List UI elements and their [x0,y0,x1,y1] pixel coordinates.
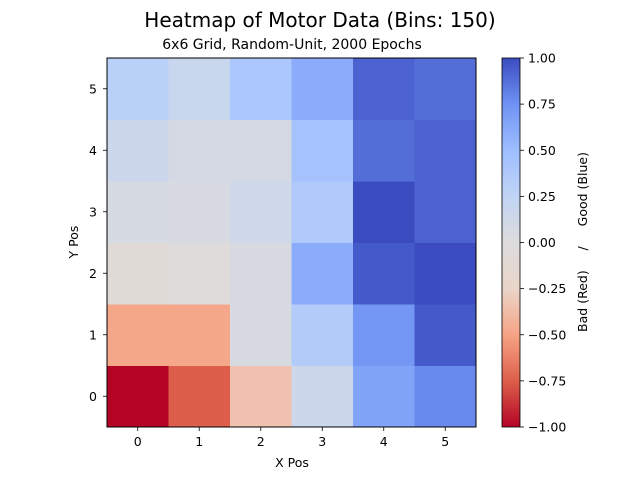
colorbar-tick-label: 0.50 [528,143,556,158]
heatmap-cell-x0-y1 [107,304,169,366]
heatmap-cell-x5-y3 [414,181,477,243]
heatmap-cell-x0-y5 [107,58,169,120]
colorbar-tick-label: −1.00 [528,420,566,435]
colorbar-tick-label: 0.25 [528,189,556,204]
heatmap-cell-x3-y0 [291,365,354,428]
heatmap-cells [107,58,477,428]
colorbar-tick-label: 0.75 [528,97,556,112]
x-axis-label: X Pos [275,455,309,470]
chart-title: Heatmap of Motor Data (Bins: 150) [144,8,495,32]
chart-subtitle: 6x6 Grid, Random-Unit, 2000 Epochs [162,37,422,53]
heatmap-cell-x3-y5 [291,58,354,120]
heatmap-cell-x5-y0 [414,365,477,428]
heatmap-cell-x4-y4 [353,119,415,182]
heatmap-cell-x2-y0 [230,365,292,428]
heatmap-cell-x4-y2 [353,242,415,305]
heatmap-cell-x3-y3 [291,181,354,243]
heatmap-cell-x1-y3 [168,181,231,243]
heatmap-cell-x2-y5 [230,58,292,120]
heatmap-cell-x4-y1 [353,304,415,366]
x-tick-label: 3 [318,434,326,449]
heatmap-cell-x2-y4 [230,119,292,182]
x-tick-label: 2 [257,434,265,449]
heatmap-cell-x2-y3 [230,181,292,243]
y-tick-label: 3 [89,204,97,219]
y-axis-label: Y Pos [66,226,81,260]
heatmap-cell-x4-y5 [353,58,415,120]
heatmap-cell-x0-y0 [107,365,169,428]
heatmap-cell-x2-y1 [230,304,292,366]
heatmap-cell-x5-y2 [414,242,477,305]
heatmap-cell-x5-y5 [414,58,477,120]
heatmap-cell-x5-y1 [414,304,477,366]
x-tick-label: 5 [441,434,449,449]
colorbar-tick-label: 0.00 [528,235,556,250]
y-tick-label: 0 [89,389,97,404]
y-tick-label: 1 [89,327,97,342]
colorbar [501,57,521,428]
y-tick-label: 2 [89,266,97,281]
colorbar-tick-label: −0.50 [528,327,566,342]
y-axis-ticks: 0 1 2 3 4 5 [89,81,107,404]
colorbar-tick-label: −0.25 [528,281,566,296]
heatmap-cell-x1-y4 [168,119,231,182]
heatmap-cell-x1-y2 [168,242,231,305]
heatmap-cell-x5-y4 [414,119,477,182]
heatmap-cell-x4-y3 [353,181,415,243]
colorbar-label: Bad (Red) / Good (Blue) [575,152,590,332]
heatmap-cell-x3-y2 [291,242,354,305]
heatmap-cell-x1-y1 [168,304,231,366]
x-tick-label: 0 [134,434,142,449]
heatmap-cell-x1-y5 [168,58,231,120]
colorbar-ticks: 1.00 0.75 0.50 0.25 0.00 −0.25 −0.50 −0.75 −1.00 [520,51,566,435]
y-tick-label: 4 [89,143,97,158]
x-tick-label: 4 [380,434,388,449]
heatmap-cell-x2-y2 [230,242,292,305]
x-tick-label: 1 [195,434,203,449]
x-axis-ticks: 0 1 2 3 4 5 [134,427,449,449]
colorbar-tick-label: −0.75 [528,373,566,388]
heatmap-cell-x0-y2 [107,242,169,305]
heatmap-cell-x4-y0 [353,365,415,428]
y-tick-label: 5 [89,81,97,96]
heatmap-cell-x0-y3 [107,181,169,243]
heatmap-cell-x3-y4 [291,119,354,182]
colorbar-tick-label: 1.00 [528,51,556,66]
heatmap-cell-x1-y0 [168,365,231,428]
heatmap-frame [106,57,477,428]
heatmap-cell-x0-y4 [107,119,169,182]
heatmap-cell-x3-y1 [291,304,354,366]
